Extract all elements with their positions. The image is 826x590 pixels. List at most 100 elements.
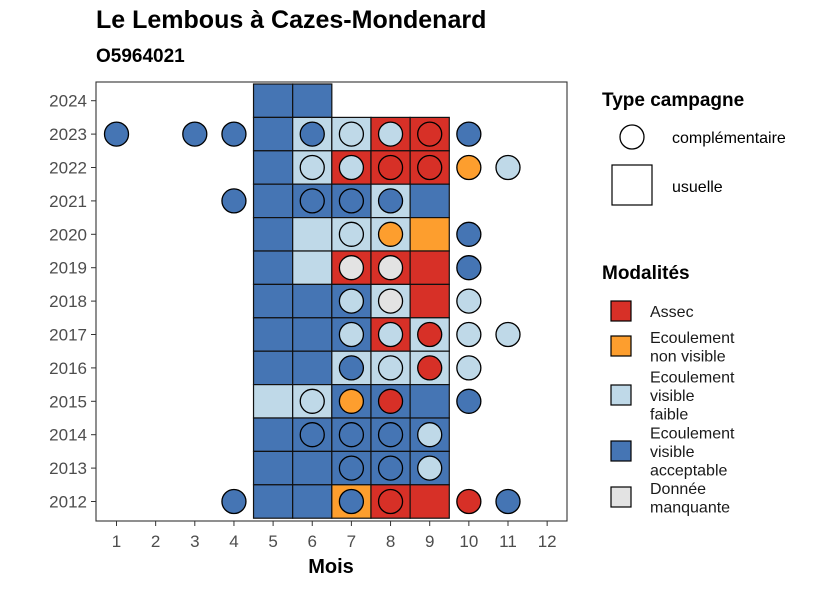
legend-modalite-label: non visible xyxy=(650,348,726,365)
tile-usuelle xyxy=(292,83,333,119)
legend-key-circle xyxy=(619,124,645,150)
tile-usuelle xyxy=(409,183,450,219)
point-complementaire xyxy=(377,188,404,214)
y-tick-label: 2019 xyxy=(49,259,87,278)
point-complementaire xyxy=(456,488,482,515)
tile-usuelle xyxy=(252,317,294,352)
tile-usuelle xyxy=(292,450,333,486)
point-complementaire xyxy=(377,355,404,381)
y-tick-label: 2018 xyxy=(49,292,87,311)
tile-usuelle xyxy=(292,217,333,252)
tile-usuelle xyxy=(252,384,294,419)
tile-usuelle xyxy=(292,350,333,386)
y-tick-label: 2024 xyxy=(49,92,87,111)
y-tick-label: 2015 xyxy=(49,392,87,411)
legend-modalite-label: visible xyxy=(650,388,695,405)
point-complementaire xyxy=(299,154,325,181)
tile-usuelle xyxy=(409,484,450,519)
point-complementaire xyxy=(495,488,521,515)
tile-usuelle xyxy=(292,283,333,319)
tile-usuelle xyxy=(409,250,450,286)
legend-swatch xyxy=(610,300,632,322)
x-tick-label: 11 xyxy=(499,532,517,551)
legend-type-label: usuelle xyxy=(672,179,723,196)
y-tick-label: 2020 xyxy=(49,225,87,244)
legend-swatch xyxy=(610,486,632,508)
tile-usuelle xyxy=(409,283,450,319)
tile-usuelle xyxy=(409,384,450,419)
y-tick-label: 2013 xyxy=(49,459,87,478)
axes: 1 2 3 4 5 6 7 8 9 10 11 122012201320142015201620172… xyxy=(49,92,556,551)
point-complementaire xyxy=(417,422,443,448)
legend-modalite-label: visible xyxy=(650,444,695,461)
legend-type-label: complémentaire xyxy=(672,130,786,147)
legend-modalite-label: Ecoulement xyxy=(650,426,735,443)
point-complementaire xyxy=(338,388,365,414)
point-complementaire xyxy=(377,221,404,247)
point-complementaire xyxy=(338,455,365,481)
tile-usuelle xyxy=(292,484,333,519)
plot-area xyxy=(95,81,568,522)
tile-usuelle xyxy=(292,317,333,352)
point-complementaire xyxy=(377,321,404,348)
legend-type-title: Type campagne xyxy=(602,90,744,111)
tile-usuelle xyxy=(252,150,294,185)
tile-usuelle xyxy=(409,217,450,252)
x-tick-label: 12 xyxy=(538,532,557,551)
tile-usuelle xyxy=(292,250,333,286)
point-complementaire xyxy=(221,121,247,147)
point-complementaire xyxy=(338,488,365,515)
point-complementaire xyxy=(417,321,443,348)
x-tick-label: 3 xyxy=(190,532,199,551)
point-complementaire xyxy=(456,288,482,314)
tile-usuelle xyxy=(252,116,294,152)
x-tick-label: 1 xyxy=(112,532,121,551)
x-tick-label: 10 xyxy=(459,532,478,551)
tile-usuelle xyxy=(252,83,294,119)
x-tick-label: 6 xyxy=(308,532,317,551)
point-complementaire xyxy=(377,488,404,515)
y-tick-label: 2017 xyxy=(49,326,87,345)
tile-usuelle xyxy=(252,283,294,319)
point-complementaire xyxy=(495,154,521,181)
point-complementaire xyxy=(299,422,325,448)
x-tick-label: 2 xyxy=(151,532,160,551)
point-complementaire xyxy=(221,188,247,214)
legend-swatch xyxy=(610,335,632,357)
x-tick-label: 4 xyxy=(229,532,238,551)
point-complementaire xyxy=(221,488,247,515)
legend-swatch xyxy=(610,440,632,462)
legend-modalite-label: acceptable xyxy=(650,463,727,480)
point-complementaire xyxy=(299,188,325,214)
point-complementaire xyxy=(338,221,365,247)
point-complementaire xyxy=(338,288,365,314)
point-complementaire xyxy=(417,355,443,381)
point-complementaire xyxy=(456,154,482,181)
x-tick-label: 5 xyxy=(268,532,277,551)
point-complementaire xyxy=(456,355,482,381)
legend-key-square xyxy=(611,164,653,206)
legend: Type campagne complémentaire usuelle Modali… xyxy=(602,90,786,516)
point-complementaire xyxy=(338,255,365,281)
point-complementaire xyxy=(338,154,365,181)
tile-usuelle xyxy=(252,183,294,219)
legend-modalite-label: Donnée xyxy=(650,481,706,498)
legend-modalite-label: Assec xyxy=(650,304,694,321)
x-tick-label: 7 xyxy=(347,532,356,551)
y-tick-label: 2022 xyxy=(49,159,87,178)
point-complementaire xyxy=(338,188,365,214)
tile-usuelle xyxy=(252,417,294,453)
point-complementaire xyxy=(338,422,365,448)
tile-usuelle xyxy=(252,350,294,386)
x-axis-label: Mois xyxy=(308,556,354,578)
point-complementaire xyxy=(417,154,443,181)
y-tick-label: 2016 xyxy=(49,359,87,378)
chart-title: Le Lembous à Cazes-Mondenard xyxy=(96,6,487,34)
y-tick-label: 2023 xyxy=(49,125,87,144)
tile-usuelle xyxy=(252,450,294,486)
tile-usuelle xyxy=(252,250,294,286)
point-complementaire xyxy=(377,255,404,281)
point-complementaire xyxy=(338,355,365,381)
chart-subtitle: O5964021 xyxy=(96,46,185,67)
